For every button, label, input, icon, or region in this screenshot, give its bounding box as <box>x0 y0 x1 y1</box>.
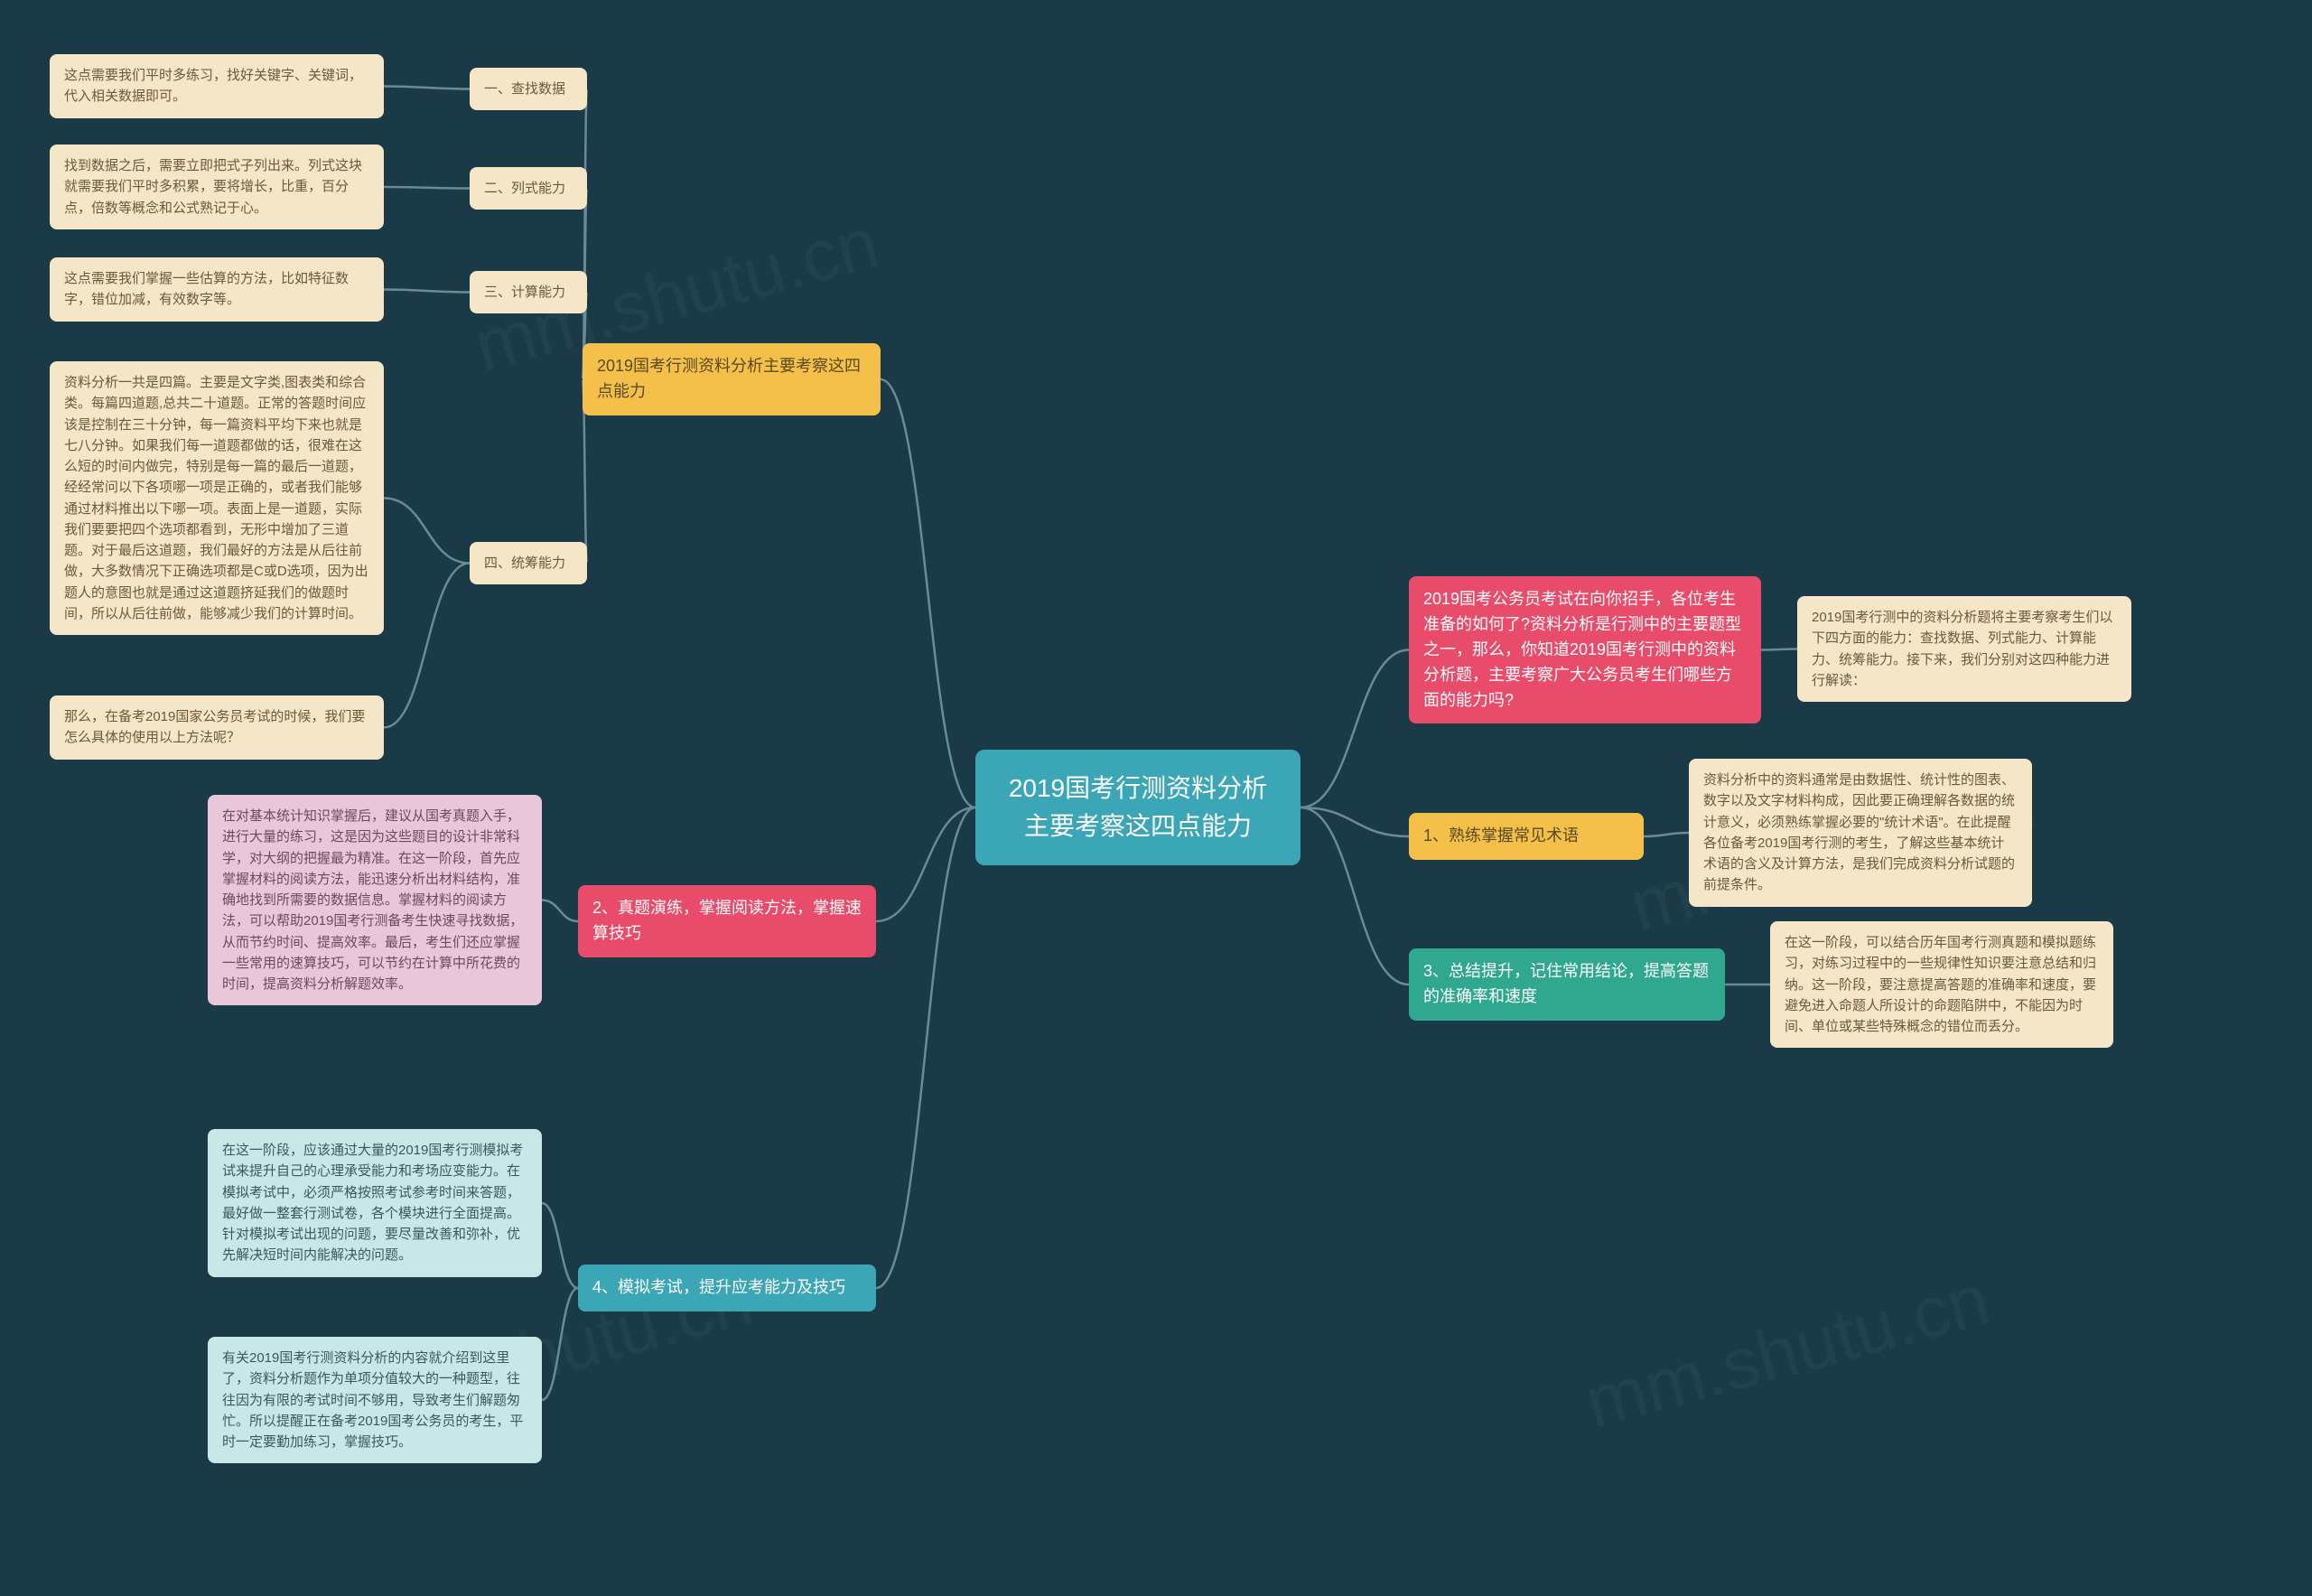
branch-node: 1、熟练掌握常见术语 <box>1409 813 1644 860</box>
leaf-node: 资料分析一共是四篇。主要是文字类,图表类和综合类。每篇四道题,总共二十道题。正常… <box>50 361 384 635</box>
node-label: 四、统筹能力 <box>484 555 565 571</box>
node-label: 资料分析中的资料通常是由数据性、统计性的图表、数字以及文字材料构成，因此要正确理… <box>1703 772 2015 892</box>
node-label: 在这一阶段，应该通过大量的2019国考行测模拟考试来提升自己的心理承受能力和考场… <box>222 1143 523 1263</box>
node-label: 1、熟练掌握常见术语 <box>1423 826 1579 845</box>
leaf-node: 一、查找数据 <box>470 68 587 110</box>
node-label: 2019国考公务员考试在向你招手，各位考生准备的如何了?资料分析是行测中的主要题… <box>1423 590 1741 709</box>
node-label: 三、计算能力 <box>484 285 565 300</box>
leaf-node: 在这一阶段，可以结合历年国考行测真题和模拟题练习，对练习过程中的一些规律性知识要… <box>1770 921 2113 1048</box>
node-label: 4、模拟考试，提升应考能力及技巧 <box>592 1278 845 1296</box>
leaf-node: 找到数据之后，需要立即把式子列出来。列式这块就需要我们平时多积累，要将增长，比重… <box>50 145 384 229</box>
leaf-node: 那么，在备考2019国家公务员考试的时候，我们要怎么具体的使用以上方法呢？ <box>50 695 384 760</box>
node-label: 这点需要我们掌握一些估算的方法，比如特征数字，错位加减，有效数字等。 <box>64 271 349 307</box>
leaf-node: 这点需要我们平时多练习，找好关键字、关键词，代入相关数据即可。 <box>50 54 384 118</box>
node-label: 2019国考行测资料分析主要考察这四点能力 <box>597 357 861 400</box>
root-label: 2019国考行测资料分析主要考察这四点能力 <box>1009 774 1267 840</box>
branch-node: 3、总结提升，记住常用结论，提高答题的准确率和速度 <box>1409 948 1725 1021</box>
leaf-node: 在这一阶段，应该通过大量的2019国考行测模拟考试来提升自己的心理承受能力和考场… <box>208 1129 542 1277</box>
branch-node: 4、模拟考试，提升应考能力及技巧 <box>578 1265 876 1311</box>
node-label: 3、总结提升，记住常用结论，提高答题的准确率和速度 <box>1423 962 1709 1005</box>
node-label: 这点需要我们平时多练习，找好关键字、关键词，代入相关数据即可。 <box>64 68 362 104</box>
mindmap-root: 2019国考行测资料分析主要考察这四点能力 <box>975 750 1300 865</box>
node-label: 找到数据之后，需要立即把式子列出来。列式这块就需要我们平时多积累，要将增长，比重… <box>64 158 362 216</box>
leaf-node: 二、列式能力 <box>470 167 587 210</box>
node-label: 一、查找数据 <box>484 81 565 97</box>
leaf-node: 四、统筹能力 <box>470 542 587 584</box>
node-label: 二、列式能力 <box>484 181 565 196</box>
node-label: 2019国考行测中的资料分析题将主要考察考生们以下四方面的能力：查找数据、列式能… <box>1812 610 2112 688</box>
node-label: 在对基本统计知识掌握后，建议从国考真题入手，进行大量的练习，这是因为这些题目的设… <box>222 808 523 992</box>
node-label: 资料分析一共是四篇。主要是文字类,图表类和综合类。每篇四道题,总共二十道题。正常… <box>64 375 368 621</box>
branch-node: 2019国考公务员考试在向你招手，各位考生准备的如何了?资料分析是行测中的主要题… <box>1409 576 1761 723</box>
node-label: 在这一阶段，可以结合历年国考行测真题和模拟题练习，对练习过程中的一些规律性知识要… <box>1785 935 2096 1034</box>
node-label: 那么，在备考2019国家公务员考试的时候，我们要怎么具体的使用以上方法呢？ <box>64 709 365 745</box>
node-label: 有关2019国考行测资料分析的内容就介绍到这里了，资料分析题作为单项分值较大的一… <box>222 1350 523 1450</box>
branch-node: 2、真题演练，掌握阅读方法，掌握速算技巧 <box>578 885 876 957</box>
leaf-node: 三、计算能力 <box>470 271 587 313</box>
watermark: mm.shutu.cn <box>1577 1257 1998 1444</box>
leaf-node: 资料分析中的资料通常是由数据性、统计性的图表、数字以及文字材料构成，因此要正确理… <box>1689 759 2032 907</box>
leaf-node: 在对基本统计知识掌握后，建议从国考真题入手，进行大量的练习，这是因为这些题目的设… <box>208 795 542 1005</box>
branch-node: 2019国考行测资料分析主要考察这四点能力 <box>583 343 881 415</box>
leaf-node: 这点需要我们掌握一些估算的方法，比如特征数字，错位加减，有效数字等。 <box>50 257 384 322</box>
node-label: 2、真题演练，掌握阅读方法，掌握速算技巧 <box>592 899 862 942</box>
leaf-node: 2019国考行测中的资料分析题将主要考察考生们以下四方面的能力：查找数据、列式能… <box>1797 596 2131 702</box>
leaf-node: 有关2019国考行测资料分析的内容就介绍到这里了，资料分析题作为单项分值较大的一… <box>208 1337 542 1463</box>
